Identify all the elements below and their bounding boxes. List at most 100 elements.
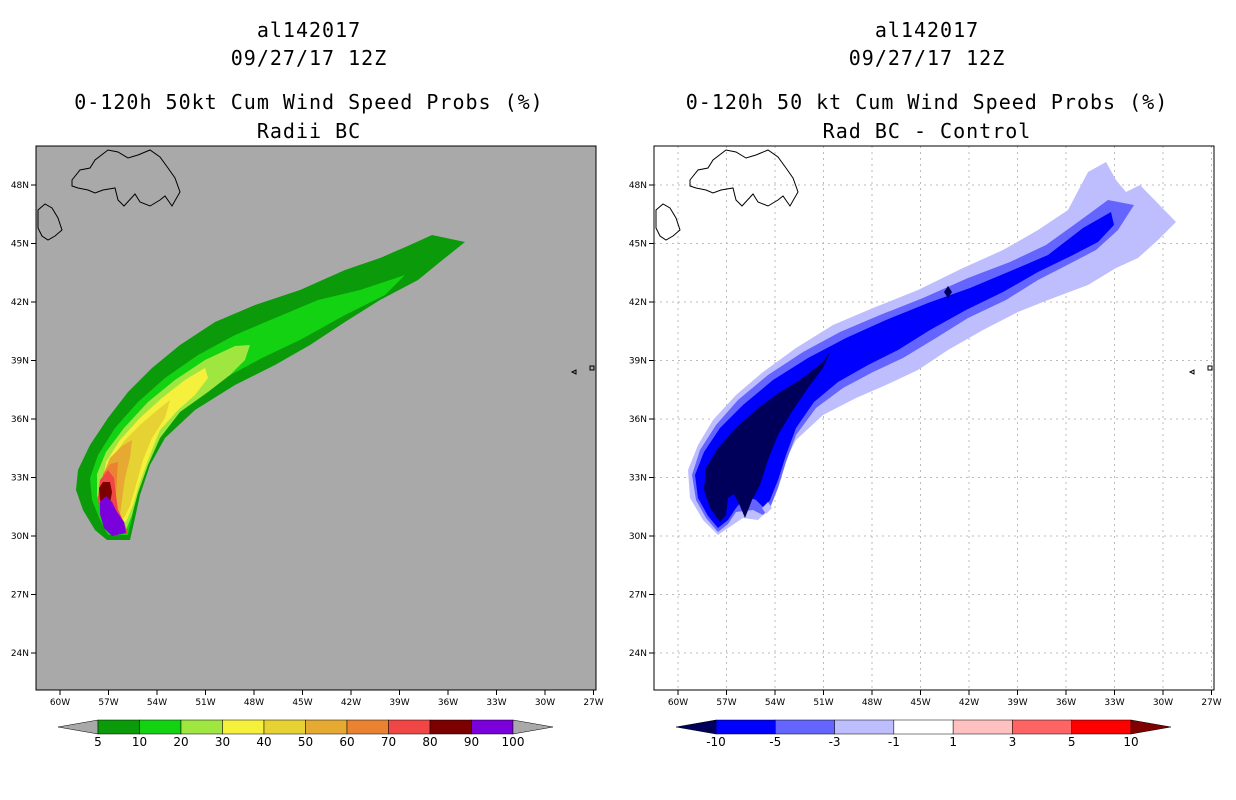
- colorbar-label: 80: [422, 735, 437, 749]
- right-title: 0-120h 50 kt Cum Wind Speed Probs (%): [685, 90, 1169, 114]
- colorbar-segment: [775, 719, 835, 735]
- colorbar-segment: [471, 719, 514, 735]
- colorbar-label: -1: [888, 735, 900, 749]
- colorbar-high-arrow: [1130, 719, 1172, 735]
- left-panel: al142017 09/27/17 12Z 0-120h 50kt Cum Wi…: [11, 18, 604, 749]
- lat-label: 30N: [11, 532, 29, 542]
- lat-label: 33N: [11, 474, 29, 484]
- colorbar-label: 70: [381, 735, 396, 749]
- lon-label: 30W: [535, 698, 555, 708]
- colorbar-label: 5: [1068, 735, 1076, 749]
- lat-label: 27N: [11, 591, 29, 601]
- colorbar-segment: [139, 719, 182, 735]
- lat-label: 48N: [11, 181, 29, 191]
- colorbar-segment: [429, 719, 472, 735]
- colorbar-label: 100: [502, 735, 525, 749]
- lon-label: 51W: [813, 698, 833, 708]
- lon-label: 45W: [292, 698, 312, 708]
- colorbar-label: 30: [215, 735, 230, 749]
- colorbar-label: 90: [464, 735, 479, 749]
- lat-label: 45N: [629, 240, 647, 250]
- colorbar-label: 60: [339, 735, 354, 749]
- right-map: 48N 45N 42N 39N 36N 33N 30N 27N 24N 60W 57W 54W 51W 4…: [629, 145, 1222, 749]
- colorbar-segment: [180, 719, 223, 735]
- left-probability-swath: [76, 235, 465, 540]
- colorbar-segment: [893, 719, 954, 735]
- colorbar-label: -3: [829, 735, 841, 749]
- colorbar-label: 20: [173, 735, 188, 749]
- colorbar-label: 3: [1009, 735, 1017, 749]
- left-colorbar: 5 10 20 30 40 50 60 70 80 90 100: [57, 719, 554, 749]
- lat-label: 36N: [629, 415, 647, 425]
- lat-label: 27N: [629, 591, 647, 601]
- lon-label: 42W: [959, 698, 979, 708]
- colorbar-segment: [346, 719, 389, 735]
- colorbar-label: 5: [94, 735, 102, 749]
- right-storm-id: al142017: [874, 18, 980, 42]
- lon-label: 39W: [1007, 698, 1027, 708]
- lat-label: 42N: [629, 298, 647, 308]
- lon-label: 57W: [716, 698, 736, 708]
- lat-label: 30N: [629, 532, 647, 542]
- lon-label: 27W: [1201, 698, 1221, 708]
- left-coastline: [37, 149, 595, 375]
- right-colorbar: -10 -5 -3 -1 1 3 5 10: [675, 719, 1172, 749]
- lon-label: 33W: [486, 698, 506, 708]
- left-datetime: 09/27/17 12Z: [230, 46, 388, 70]
- colorbar-segment: [97, 719, 140, 735]
- colorbar-segment: [952, 719, 1013, 735]
- colorbar-label: -5: [769, 735, 781, 749]
- right-axes: 48N 45N 42N 39N 36N 33N 30N 27N 24N 60W 57W 54W 51W 4…: [629, 181, 1222, 708]
- lon-label: 51W: [195, 698, 215, 708]
- lat-label: 45N: [11, 240, 29, 250]
- left-title: 0-120h 50kt Cum Wind Speed Probs (%): [74, 90, 544, 114]
- lon-label: 60W: [50, 698, 70, 708]
- right-datetime: 09/27/17 12Z: [848, 46, 1006, 70]
- colorbar-segment: [834, 719, 895, 735]
- colorbar-segment: [263, 719, 306, 735]
- colorbar-label: 10: [1123, 735, 1138, 749]
- colorbar-label: -10: [706, 735, 726, 749]
- right-panel: al142017 09/27/17 12Z 0-120h 50 kt Cum W…: [618, 0, 1236, 800]
- lat-label: 36N: [11, 415, 29, 425]
- lon-label: 48W: [862, 698, 882, 708]
- lat-label: 39N: [629, 357, 647, 367]
- colorbar-label: 40: [256, 735, 271, 749]
- lon-label: 57W: [98, 698, 118, 708]
- colorbar-low-arrow: [57, 719, 99, 735]
- right-subtitle: Rad BC - Control: [822, 119, 1032, 143]
- lon-label: 54W: [147, 698, 167, 708]
- lat-label: 39N: [11, 357, 29, 367]
- colorbar-segment: [715, 719, 776, 735]
- colorbar-high-arrow: [512, 719, 554, 735]
- lon-label: 42W: [341, 698, 361, 708]
- colorbar-segment: [1071, 719, 1132, 735]
- lat-label: 24N: [11, 649, 29, 659]
- colorbar-segment: [222, 719, 265, 735]
- colorbar-label: 50: [298, 735, 313, 749]
- lon-label: 33W: [1104, 698, 1124, 708]
- left-map: 48N 45N 42N 39N 36N 33N 30N 27N 24N 60W 57W 54W 51W 4…: [11, 145, 604, 749]
- lat-label: 24N: [629, 649, 647, 659]
- lon-label: 27W: [583, 698, 603, 708]
- right-gridlines: [654, 146, 1214, 690]
- colorbar-label: 10: [132, 735, 147, 749]
- colorbar-segment: [1012, 719, 1072, 735]
- lon-label: 39W: [389, 698, 409, 708]
- lon-label: 45W: [910, 698, 930, 708]
- colorbar-segment: [388, 719, 431, 735]
- lon-label: 60W: [668, 698, 688, 708]
- colorbar-label: 1: [949, 735, 957, 749]
- lat-label: 42N: [11, 298, 29, 308]
- lon-label: 36W: [1056, 698, 1076, 708]
- lon-label: 30W: [1153, 698, 1173, 708]
- lon-label: 48W: [244, 698, 264, 708]
- lon-label: 54W: [765, 698, 785, 708]
- left-axes: 48N 45N 42N 39N 36N 33N 30N 27N 24N 60W 57W 54W 51W 4…: [11, 181, 604, 708]
- lat-label: 33N: [629, 474, 647, 484]
- lat-label: 48N: [629, 181, 647, 191]
- left-map-frame: [35, 145, 597, 691]
- left-subtitle: Radii BC: [256, 119, 362, 143]
- right-difference-swath: [688, 162, 1176, 535]
- left-storm-id: al142017: [256, 18, 362, 42]
